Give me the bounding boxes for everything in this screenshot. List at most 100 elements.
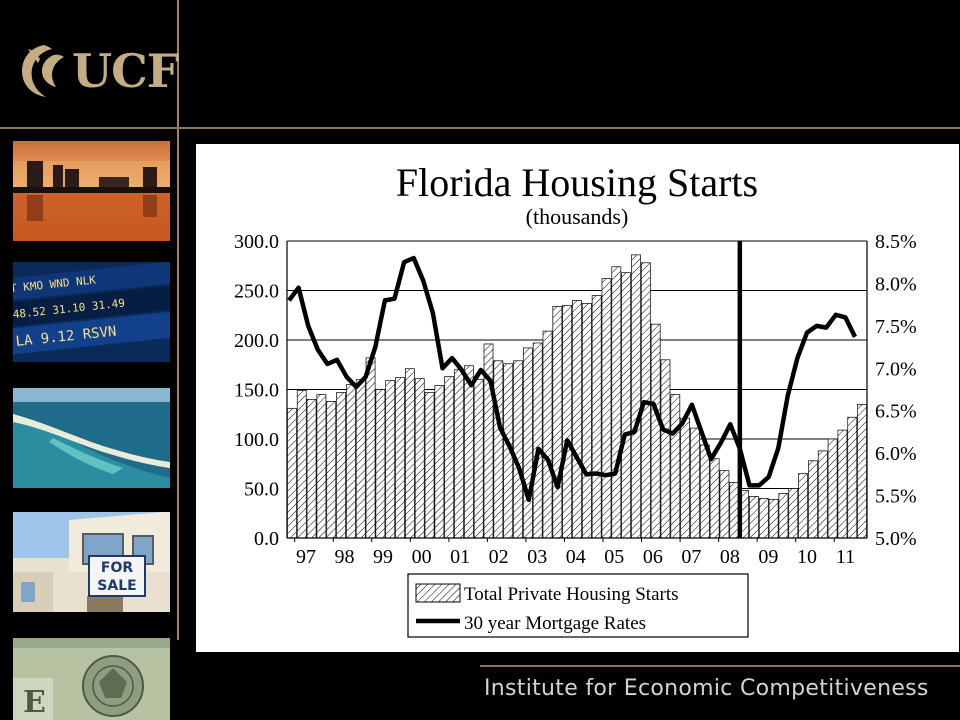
y-left-tick-label: 200.0 [234, 330, 279, 352]
housing-starts-bar [768, 499, 779, 539]
housing-starts-bar [473, 379, 484, 539]
y-right-tick-label: 5.0% [875, 528, 917, 550]
housing-starts-bar [513, 360, 523, 539]
housing-starts-bar [434, 385, 445, 539]
housing-starts-bar [395, 377, 405, 539]
ucf-logo: UCF [14, 40, 179, 102]
mortgage-rate-line [287, 255, 858, 503]
housing-starts-chart: Florida Housing Starts (thousands) 0.0 50… [234, 160, 917, 638]
housing-starts-bar [591, 295, 602, 539]
legend-box [407, 573, 749, 638]
logo-text: UCF [72, 44, 179, 98]
y-left-tick-label: 300.0 [234, 231, 279, 253]
housing-starts-bar [522, 347, 533, 539]
x-tick-label: 03 [527, 546, 547, 568]
housing-starts-bar [287, 407, 297, 539]
vertical-divider [177, 0, 179, 640]
housing-starts-bar [798, 473, 808, 539]
housing-starts-bar [670, 394, 681, 539]
thumbnail-stock-ticker: T KMO WND NLK 48.52 31.10 31.49 LA 9.12 … [13, 262, 170, 362]
housing-starts-bar [611, 266, 622, 539]
x-tick-label: 05 [604, 546, 624, 568]
footer-divider [480, 665, 960, 667]
housing-starts-bar [581, 303, 592, 539]
housing-starts-bar [699, 444, 710, 539]
x-tick-label: 07 [681, 546, 701, 568]
housing-starts-bar [326, 401, 337, 539]
housing-starts-bar [542, 330, 553, 539]
housing-starts-bar [749, 496, 759, 539]
x-tick-label: 00 [412, 546, 432, 568]
y-right-tick-label: 8.5% [875, 231, 917, 253]
thumbnail-for-sale-house: FOR SALE [13, 512, 170, 612]
housing-starts-bar [562, 305, 573, 539]
y-right-tick-label: 6.5% [875, 401, 917, 423]
housing-starts-bar [827, 438, 838, 539]
y-left-tick-label: 50.0 [244, 479, 279, 501]
x-tick-label: 98 [335, 546, 355, 568]
footer-institute-name: Institute for Economic Competitiveness [484, 676, 929, 701]
y-right-tick-label: 6.0% [875, 443, 917, 465]
housing-starts-bar [316, 394, 327, 539]
housing-starts-bar [296, 390, 307, 539]
housing-starts-bar [788, 488, 799, 539]
housing-starts-bar [463, 365, 474, 539]
housing-starts-bar [601, 278, 612, 539]
housing-starts-bar [493, 360, 504, 539]
sign-sale: SALE [97, 578, 136, 594]
x-tick-label: 09 [758, 546, 778, 568]
thumbnail-coastal-aerial [13, 388, 170, 488]
x-tick-label: 08 [720, 546, 740, 568]
housing-starts-bar [837, 429, 848, 539]
tick-labels: 0.0 50.0 100.0 150.0 200.0 250.0 300.0 5.0% 5.5%… [234, 231, 917, 568]
pegasus-icon [22, 45, 64, 97]
housing-starts-bar [414, 378, 425, 539]
x-tick-label: 11 [836, 546, 855, 568]
housing-starts-bar [709, 458, 720, 539]
chart-title: Florida Housing Starts [396, 160, 758, 205]
y-left-tick-label: 150.0 [234, 380, 279, 402]
x-tick-label: 06 [643, 546, 663, 568]
x-tick-label: 04 [566, 546, 586, 568]
y-right-tick-label: 8.0% [875, 273, 917, 295]
housing-starts-bar [719, 470, 730, 539]
housing-starts-bar [758, 498, 769, 539]
housing-starts-bar [444, 376, 455, 539]
housing-starts-bar [405, 368, 415, 539]
housing-starts-bar [365, 357, 376, 539]
housing-starts-bar [621, 272, 632, 539]
y-right-tick-label: 5.5% [875, 486, 917, 508]
housing-starts-bar [355, 379, 366, 539]
housing-starts-bar [729, 482, 740, 539]
x-tick-label: 99 [373, 546, 393, 568]
housing-starts-bar [650, 323, 661, 539]
housing-starts-bar [375, 389, 386, 539]
housing-starts-bar [424, 392, 435, 539]
legend-line-label: 30 year Mortgage Rates [464, 613, 646, 634]
chart-panel: Florida Housing Starts (thousands) 0.0 50… [196, 144, 959, 652]
y-left-tick-label: 0.0 [254, 528, 279, 550]
housing-starts-bar [660, 359, 671, 539]
housing-starts-bar [817, 450, 828, 539]
x-tick-label: 02 [489, 546, 509, 568]
sign-for: FOR [101, 560, 133, 576]
legend-bar-label: Total Private Housing Starts [464, 584, 679, 605]
housing-starts-bar [847, 416, 858, 539]
housing-starts-bar [778, 493, 789, 539]
housing-starts-bar [690, 427, 700, 539]
thumbnail-city-skyline [13, 141, 170, 241]
y-left-tick-label: 250.0 [234, 281, 279, 303]
thumbnail-dollar-bill: E [13, 638, 170, 720]
x-tick-label: 97 [296, 546, 316, 568]
housing-starts-bar [346, 384, 356, 539]
bar-series [287, 254, 867, 539]
housing-starts-bar [808, 460, 818, 539]
housing-starts-bar [454, 369, 464, 539]
housing-starts-bar [385, 380, 396, 539]
legend-bar-swatch [415, 583, 461, 603]
housing-starts-bar [680, 417, 691, 539]
axes [286, 241, 868, 542]
y-right-tick-label: 7.0% [875, 358, 917, 380]
housing-starts-bar [336, 392, 346, 539]
svg-text:E: E [23, 685, 46, 720]
